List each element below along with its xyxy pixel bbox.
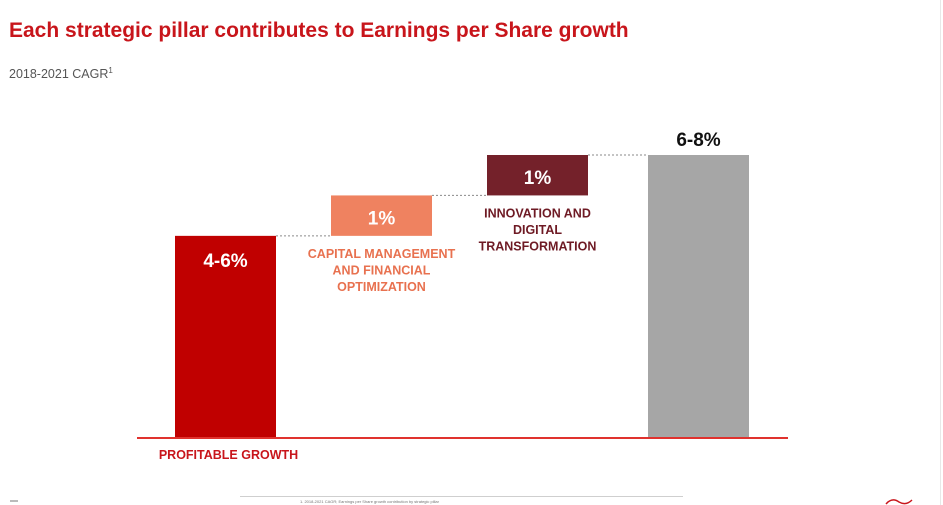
brand-logo-icon — [885, 499, 913, 505]
subtitle-text: 2018-2021 CAGR — [9, 67, 109, 81]
bar-innovation — [487, 155, 588, 196]
footer-rule — [240, 496, 683, 497]
value-label-profitable_growth: 4-6% — [203, 251, 247, 272]
category-label-capital_management-line-3: OPTIMIZATION — [337, 280, 426, 294]
slide-edge-line — [940, 0, 941, 505]
slide-title: Each strategic pillar contributes to Ear… — [9, 19, 629, 42]
category-label-innovation-line-1: INNOVATION AND — [484, 206, 591, 220]
bar-total — [648, 155, 749, 438]
category-label-innovation-line-3: TRANSFORMATION — [479, 239, 597, 253]
footnote: 1. 2018-2021 CAGR; Earnings per Share gr… — [300, 500, 439, 504]
value-label-total: 6-8% — [676, 130, 720, 151]
slide-subtitle: 2018-2021 CAGR1 — [9, 66, 113, 81]
category-label-capital_management-line-2: AND FINANCIAL — [333, 263, 431, 277]
category-label-profitable_growth-line-1: PROFITABLE GROWTH — [159, 448, 298, 462]
subtitle-footnote-ref: 1 — [108, 66, 113, 75]
category-label-innovation-line-2: DIGITAL — [513, 223, 562, 237]
value-label-capital_management: 1% — [368, 208, 396, 229]
page-number-mark — [10, 500, 18, 502]
bar-profitable_growth — [175, 235, 276, 438]
bar-capital_management — [331, 195, 432, 236]
category-label-capital_management-line-1: CAPITAL MANAGEMENT — [308, 247, 456, 261]
value-label-innovation: 1% — [524, 168, 552, 189]
